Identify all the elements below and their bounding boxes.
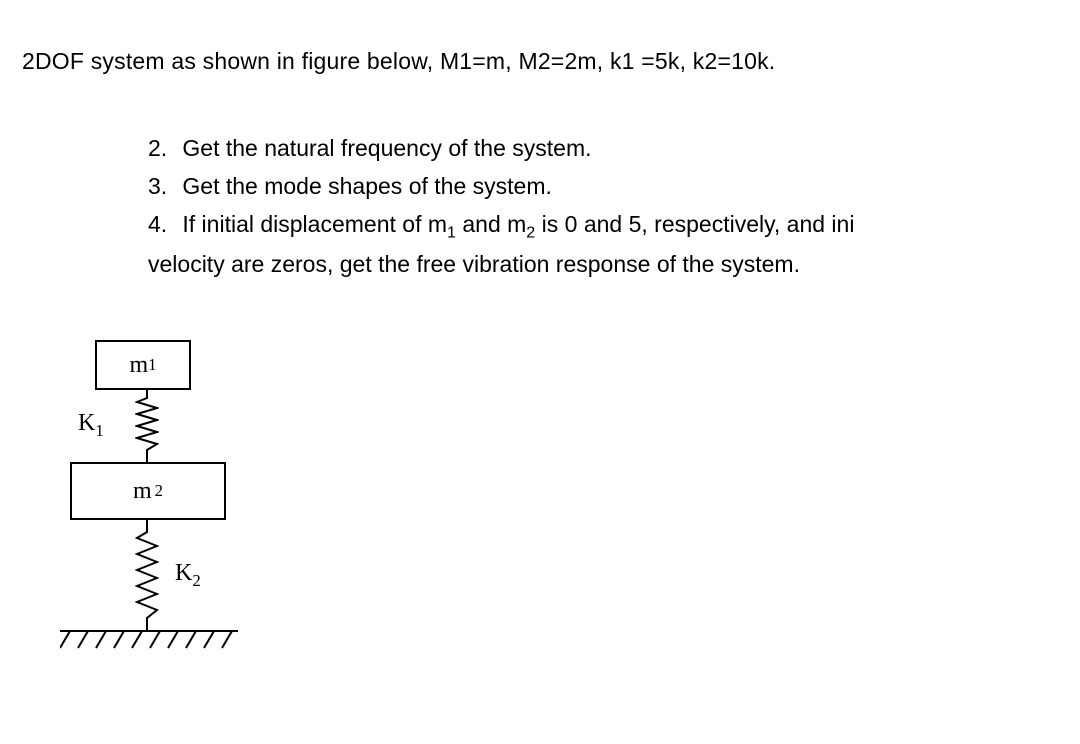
mass-2-sub: 2 bbox=[155, 481, 163, 501]
mass-2-box: m2 bbox=[70, 462, 226, 520]
spring-k2 bbox=[135, 520, 159, 630]
q3-number: 3. bbox=[148, 168, 176, 206]
k1-label-text: K bbox=[78, 410, 95, 436]
q4-number: 4. bbox=[148, 206, 176, 244]
q2-number: 2. bbox=[148, 130, 176, 168]
question-4: 4. If initial displacement of m1 and m2 … bbox=[148, 206, 854, 246]
k1-label: K1 bbox=[78, 410, 104, 441]
k2-sub: 2 bbox=[192, 571, 200, 590]
q4-text-post: is 0 and 5, respectively, and ini bbox=[535, 211, 854, 237]
mass-2-label: m bbox=[133, 478, 152, 505]
q4-sub2: 2 bbox=[526, 223, 535, 241]
k2-label: K2 bbox=[175, 560, 201, 591]
mass-1-label: m bbox=[129, 352, 148, 379]
spring-k1 bbox=[135, 390, 159, 462]
problem-intro: 2DOF system as shown in figure below, M1… bbox=[22, 48, 775, 75]
question-3: 3. Get the mode shapes of the system. bbox=[148, 168, 854, 206]
q3-text: Get the mode shapes of the system. bbox=[182, 173, 551, 199]
q4-text-pre: If initial displacement of m bbox=[182, 211, 447, 237]
q2-text: Get the natural frequency of the system. bbox=[182, 135, 591, 161]
q4-sub1: 1 bbox=[447, 223, 456, 241]
mass-1-sub: 1 bbox=[148, 355, 156, 375]
k1-sub: 1 bbox=[95, 421, 103, 440]
system-diagram: m1 K1 m2 K2 bbox=[70, 340, 270, 710]
mass-1-box: m1 bbox=[95, 340, 191, 390]
question-4-continued: velocity are zeros, get the free vibrati… bbox=[148, 246, 854, 284]
ground-hatch bbox=[60, 630, 238, 652]
question-2: 2. Get the natural frequency of the syst… bbox=[148, 130, 854, 168]
question-list: 2. Get the natural frequency of the syst… bbox=[148, 130, 854, 284]
q4-text-mid: and m bbox=[456, 211, 526, 237]
k2-label-text: K bbox=[175, 560, 192, 586]
